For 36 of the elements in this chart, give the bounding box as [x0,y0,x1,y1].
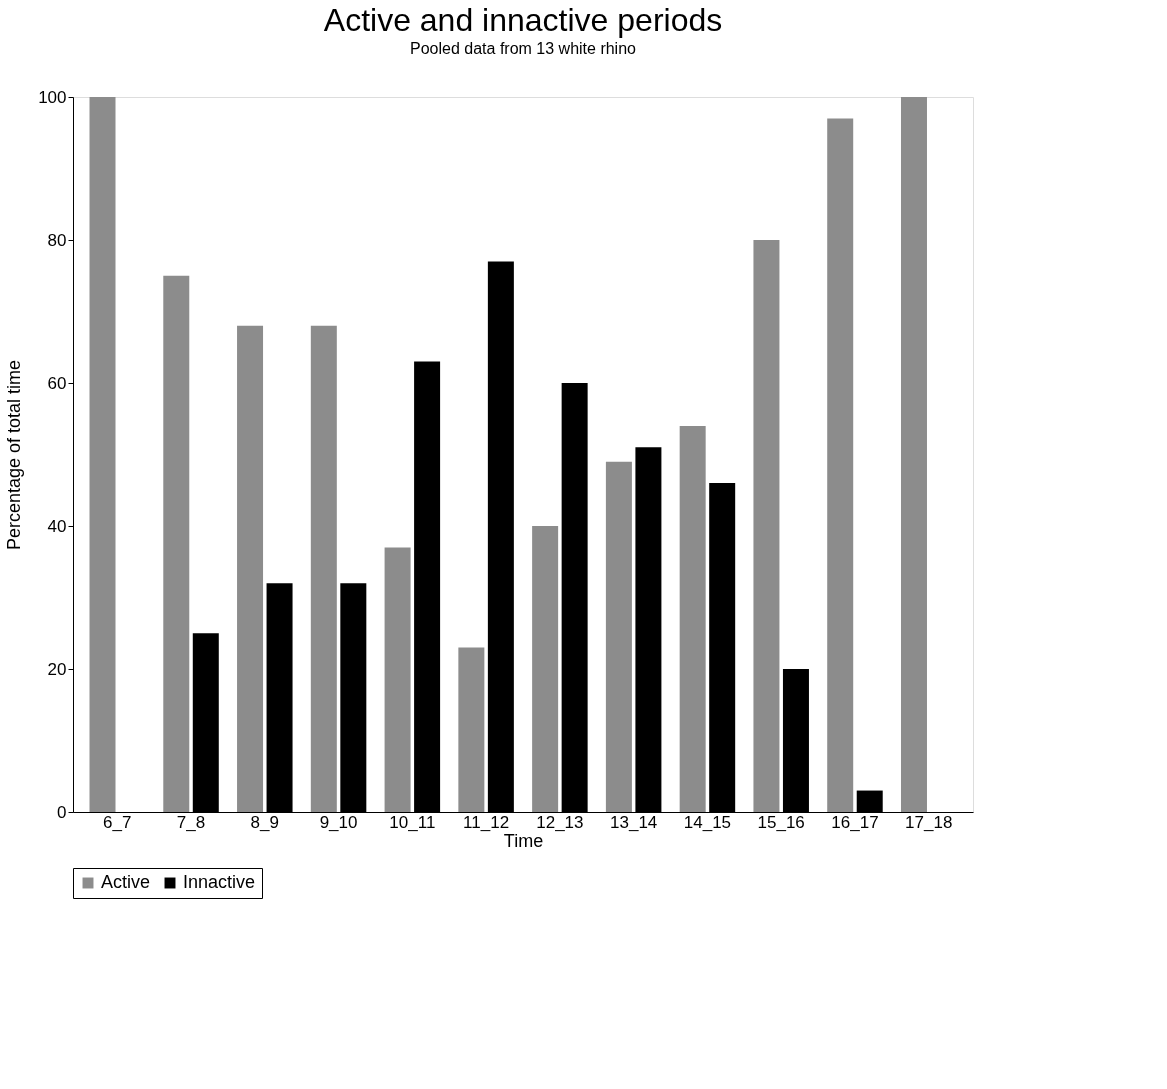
bar [679,425,706,812]
x-tick-label: 10_11 [389,812,436,832]
x-tick-label: 15_16 [757,812,805,832]
bar [458,647,485,812]
x-tick-label: 6_7 [103,812,132,832]
bar [310,325,337,812]
y-tick-label: 60 [47,373,67,393]
x-tick-label: 11_12 [463,812,510,832]
bar [900,97,927,812]
chart-title: Active and innactive periods [323,2,723,38]
legend-label: Active [101,872,151,892]
x-axis-title: Time [503,830,544,851]
y-tick-label: 80 [47,230,67,250]
bar [753,240,780,812]
x-tick-label: 12_13 [536,812,584,832]
legend-label: Innactive [183,872,256,892]
bar [89,97,116,812]
x-tick-label: 8_9 [250,812,279,832]
x-tick-label: 9_10 [319,812,358,832]
y-tick-label: 0 [57,802,67,822]
x-tick-label: 16_17 [831,812,879,832]
y-tick-label: 20 [47,659,67,679]
bar [237,325,264,812]
bar [532,526,559,812]
chart-subtitle: Pooled data from 13 white rhino [410,40,637,57]
y-tick-label: 100 [38,87,67,107]
bar [605,461,632,812]
x-tick-label: 14_15 [683,812,732,832]
x-tick-label: 17_18 [905,812,953,832]
x-tick-label: 7_8 [176,812,206,832]
bar [384,547,411,812]
bar [827,118,854,812]
y-axis-title: Percentage of total time [4,359,25,551]
bar [163,275,190,812]
y-tick-label: 40 [47,516,67,536]
x-tick-label: 13_14 [610,812,658,832]
